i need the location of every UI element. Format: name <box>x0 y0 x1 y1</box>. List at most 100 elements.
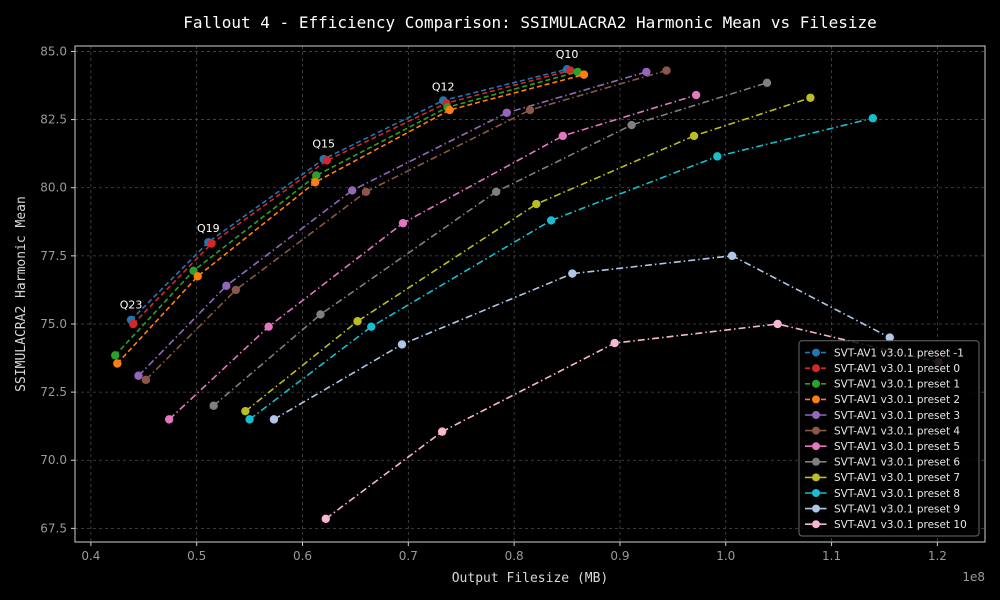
grid <box>75 46 985 542</box>
data-point <box>361 187 371 197</box>
legend-entry: SVT-AV1 v3.0.1 preset 7 <box>805 472 960 484</box>
data-point <box>241 406 250 416</box>
legend-label: SVT-AV1 v3.0.1 preset 3 <box>834 410 960 422</box>
data-point <box>193 272 202 281</box>
legend-entry: SVT-AV1 v3.0.1 preset -1 <box>805 347 964 359</box>
series-preset-3 <box>113 70 589 368</box>
data-point <box>128 319 138 329</box>
data-point <box>348 186 357 195</box>
data-point <box>222 281 231 291</box>
series-line <box>244 97 811 412</box>
legend-label: SVT-AV1 v3.0.1 preset 8 <box>834 488 960 500</box>
data-point <box>558 131 568 141</box>
series-preset-10 <box>269 251 894 424</box>
data-point <box>491 187 501 197</box>
quality-annotation: Q12 <box>432 81 455 94</box>
x-tick-label: 1.0 <box>716 549 735 563</box>
legend-marker <box>812 411 820 419</box>
legend-entry: SVT-AV1 v3.0.1 preset 6 <box>805 457 960 469</box>
legend-entry: SVT-AV1 v3.0.1 preset 9 <box>805 503 960 515</box>
quality-annotation: Q23 <box>120 299 143 312</box>
data-point <box>885 333 894 342</box>
y-tick-label: 70.0 <box>40 453 67 467</box>
legend-entry: SVT-AV1 v3.0.1 preset 1 <box>805 379 960 391</box>
legend-entry: SVT-AV1 v3.0.1 preset 4 <box>805 425 960 437</box>
annotations: Q23 Q19 Q15 Q12 Q10 <box>120 48 579 312</box>
data-point <box>437 427 447 436</box>
series-preset-8 <box>241 93 815 416</box>
legend-marker <box>812 457 820 466</box>
data-point <box>207 239 216 248</box>
data-point <box>445 105 454 115</box>
legend-marker <box>812 442 820 451</box>
x-axis-label: Output Filesize (MB) <box>452 571 609 586</box>
series-line <box>249 117 873 421</box>
y-tick-label: 82.5 <box>40 113 67 127</box>
legend-label: SVT-AV1 v3.0.1 preset 4 <box>834 425 960 437</box>
series-group <box>111 64 943 524</box>
series-preset-4 <box>134 67 651 380</box>
data-point <box>642 67 651 77</box>
data-point <box>245 415 254 424</box>
series-preset-5 <box>141 66 671 385</box>
data-point <box>269 415 279 424</box>
legend-box <box>798 340 980 537</box>
x-tick-label: 0.7 <box>399 549 418 563</box>
legend-marker <box>812 426 820 435</box>
legend-entry: SVT-AV1 v3.0.1 preset 2 <box>805 394 960 406</box>
x-tick-label: 0.9 <box>610 549 629 563</box>
legend-label: SVT-AV1 v3.0.1 preset 7 <box>834 472 960 484</box>
legend-marker <box>812 395 820 404</box>
y-tick-label: 72.5 <box>40 385 67 399</box>
series-line <box>116 73 585 365</box>
data-point <box>353 317 362 326</box>
x-tick-label: 0.4 <box>81 549 100 563</box>
data-point <box>321 514 330 524</box>
data-point <box>546 216 556 225</box>
series-line <box>132 69 571 325</box>
data-point <box>691 90 701 100</box>
axis-ticks: 0.4 0.5 0.6 0.7 0.8 0.9 1.0 1.1 1.2 67.5 70.0 72.5 7… <box>40 44 947 563</box>
data-point <box>113 359 122 368</box>
y-tick-label: 85.0 <box>40 44 67 58</box>
legend-label: SVT-AV1 v3.0.1 preset 2 <box>834 394 960 406</box>
data-point <box>367 322 376 331</box>
data-point <box>579 70 589 79</box>
legend-marker <box>812 473 820 482</box>
series-preset-9 <box>245 114 878 424</box>
plot-frame <box>74 45 986 543</box>
data-point <box>806 93 815 102</box>
data-point <box>397 340 407 349</box>
data-point <box>312 171 321 180</box>
legend-marker <box>812 348 820 357</box>
legend-entry: SVT-AV1 v3.0.1 preset 8 <box>805 488 960 500</box>
data-point <box>111 351 120 360</box>
data-point <box>398 218 408 228</box>
data-point <box>773 319 782 329</box>
legend-entry: SVT-AV1 v3.0.1 preset 0 <box>805 363 960 375</box>
legend: SVT-AV1 v3.0.1 preset -1 SVT-AV1 v3.0.1 p… <box>798 340 980 537</box>
data-point <box>727 251 737 261</box>
data-point <box>316 310 325 319</box>
legend-entry: SVT-AV1 v3.0.1 preset 3 <box>805 410 960 422</box>
data-point <box>322 156 332 165</box>
data-point <box>568 269 577 278</box>
data-point <box>610 338 619 348</box>
data-point <box>231 285 241 295</box>
data-point <box>532 199 541 209</box>
data-point <box>868 114 878 123</box>
legend-label: SVT-AV1 v3.0.1 preset 6 <box>834 457 960 469</box>
x-axis-offset-label: 1e8 <box>962 570 985 584</box>
chart-title: Fallout 4 - Efficiency Comparison: SSIMU… <box>183 13 877 32</box>
data-point <box>502 108 511 117</box>
legend-marker <box>812 379 820 388</box>
data-point <box>134 371 143 380</box>
data-point <box>627 120 636 130</box>
data-point <box>209 401 218 410</box>
data-point <box>573 67 582 77</box>
legend-marker <box>812 504 820 513</box>
data-point <box>713 152 722 161</box>
legend-label: SVT-AV1 v3.0.1 preset 0 <box>834 363 960 375</box>
x-tick-label: 0.5 <box>187 549 206 563</box>
